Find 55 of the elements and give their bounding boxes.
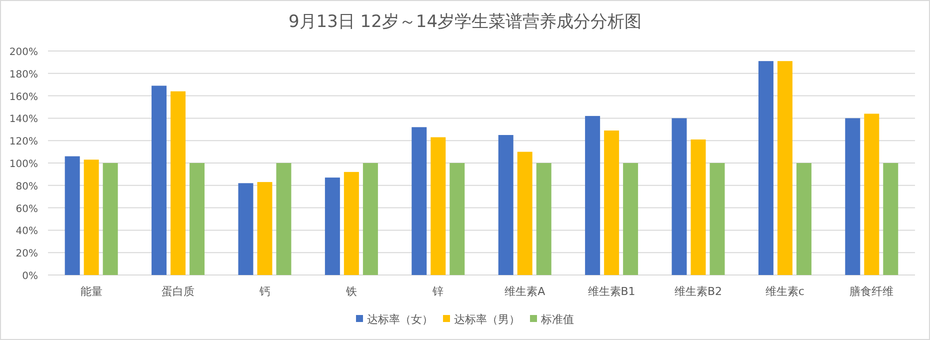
bar — [623, 163, 638, 275]
x-tick-label: 膳食纤维 — [850, 285, 894, 298]
bar — [796, 163, 812, 275]
bar — [883, 163, 898, 275]
x-tick-label: 蛋白质 — [162, 285, 195, 298]
bar — [777, 61, 792, 275]
bar — [710, 163, 725, 275]
y-tick-label: 80% — [16, 181, 38, 192]
y-tick-label: 60% — [16, 204, 38, 215]
legend-label: 达标率（女） — [367, 313, 433, 326]
legend-label: 标准值 — [540, 313, 574, 326]
x-tick-label: 维生素c — [765, 285, 804, 298]
bar — [64, 156, 80, 275]
bar — [152, 86, 167, 275]
bar — [190, 163, 205, 275]
y-tick-label: 0% — [22, 271, 38, 282]
y-tick-label: 100% — [9, 159, 38, 170]
x-tick-label: 钙 — [258, 285, 270, 298]
y-tick-label: 160% — [9, 92, 38, 103]
x-tick-label: 能量 — [80, 285, 102, 298]
bar — [84, 160, 99, 275]
x-tick-label: 维生素A — [504, 285, 546, 298]
x-tick-label: 锌 — [432, 285, 444, 298]
bar — [412, 127, 427, 275]
bar — [498, 135, 514, 275]
x-tick-label: 维生素B2 — [674, 285, 722, 298]
bar — [845, 118, 860, 275]
bar — [690, 139, 706, 275]
bar — [430, 137, 446, 275]
bar — [362, 163, 378, 275]
bar — [604, 130, 620, 275]
y-tick-label: 20% — [16, 248, 38, 260]
bar — [517, 152, 532, 275]
bar — [864, 114, 880, 275]
bar — [324, 178, 340, 275]
y-tick-label: 180% — [9, 69, 38, 80]
y-tick-label: 40% — [16, 226, 38, 238]
x-tick-label: 铁 — [344, 285, 357, 298]
bar — [238, 183, 254, 275]
bar — [344, 172, 359, 275]
bar — [450, 163, 465, 275]
y-tick-label: 120% — [9, 136, 38, 148]
bar — [758, 61, 774, 275]
bar — [102, 163, 118, 275]
bar — [585, 116, 600, 275]
legend-label: 达标率（男） — [454, 313, 520, 326]
y-tick-label: 140% — [9, 114, 38, 126]
y-tick-label: 200% — [9, 47, 38, 58]
chart-title: 9月13日 12岁～14岁学生菜谱营养成分分析图 — [288, 12, 642, 32]
bar — [672, 118, 687, 275]
bar — [257, 182, 272, 275]
bar — [170, 91, 186, 275]
bar — [276, 163, 292, 275]
bar — [536, 163, 552, 275]
x-tick-label: 维生素B1 — [588, 285, 636, 298]
